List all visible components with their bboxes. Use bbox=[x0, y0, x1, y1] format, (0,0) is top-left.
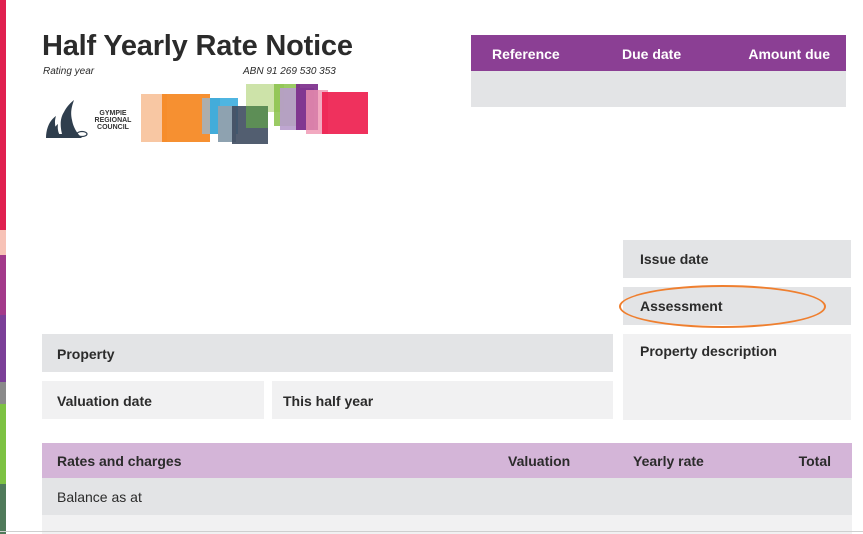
edge-stripe-green bbox=[0, 404, 6, 484]
reference-header: Reference bbox=[492, 46, 560, 62]
edge-stripe-dark-green bbox=[0, 484, 6, 534]
rating-year-label: Rating year bbox=[43, 66, 95, 77]
edge-stripe-red bbox=[0, 0, 6, 230]
issue-date-box: Issue date bbox=[623, 240, 851, 278]
assessment-highlight-circle bbox=[619, 285, 826, 328]
valuation-date-box: Valuation date bbox=[42, 381, 264, 419]
balance-as-at-label: Balance as at bbox=[57, 489, 142, 505]
decor-square bbox=[246, 106, 268, 128]
logo-line-regional: REGIONAL bbox=[94, 117, 132, 124]
edge-stripe-magenta bbox=[0, 255, 6, 315]
rates-table-header: Rates and charges Valuation Yearly rate … bbox=[42, 443, 852, 478]
this-half-year-box: This half year bbox=[272, 381, 613, 419]
this-half-year-label: This half year bbox=[283, 393, 374, 409]
total-header: Total bbox=[798, 453, 831, 469]
property-box: Property bbox=[42, 334, 613, 372]
table-row: Balance as at bbox=[42, 478, 852, 515]
logo-line-gympie: GYMPIE bbox=[99, 110, 127, 117]
decor-square bbox=[218, 106, 236, 142]
edge-stripe-grey bbox=[0, 382, 6, 404]
valuation-header: Valuation bbox=[508, 453, 571, 469]
property-description-box: Property description bbox=[623, 334, 851, 420]
yearly-rate-header: Yearly rate bbox=[633, 453, 704, 469]
valuation-date-label: Valuation date bbox=[57, 393, 152, 409]
property-label: Property bbox=[57, 346, 115, 362]
issue-date-label: Issue date bbox=[640, 251, 709, 267]
decor-square bbox=[322, 92, 368, 134]
gympie-regional-council-logo-icon bbox=[46, 100, 88, 138]
due-date-header: Due date bbox=[622, 46, 682, 62]
decorative-squares bbox=[140, 84, 370, 146]
property-description-label: Property description bbox=[640, 343, 777, 359]
page-bottom-edge bbox=[0, 531, 863, 532]
amount-due-header: Amount due bbox=[748, 46, 830, 62]
logo-line-council: COUNCIL bbox=[97, 124, 129, 131]
abn-number: ABN 91 269 530 353 bbox=[243, 66, 336, 77]
logo-text: GYMPIE REGIONAL COUNCIL bbox=[88, 110, 138, 131]
edge-stripe-pink bbox=[0, 230, 6, 255]
council-logo: GYMPIE REGIONAL COUNCIL bbox=[42, 94, 142, 142]
summary-header-bar: Reference Due date Amount due bbox=[471, 35, 846, 71]
table-row bbox=[42, 515, 852, 534]
edge-stripe-purple bbox=[0, 315, 6, 382]
page-title: Half Yearly Rate Notice bbox=[42, 30, 353, 62]
rates-and-charges-header: Rates and charges bbox=[57, 453, 182, 469]
summary-values-row bbox=[471, 71, 846, 107]
